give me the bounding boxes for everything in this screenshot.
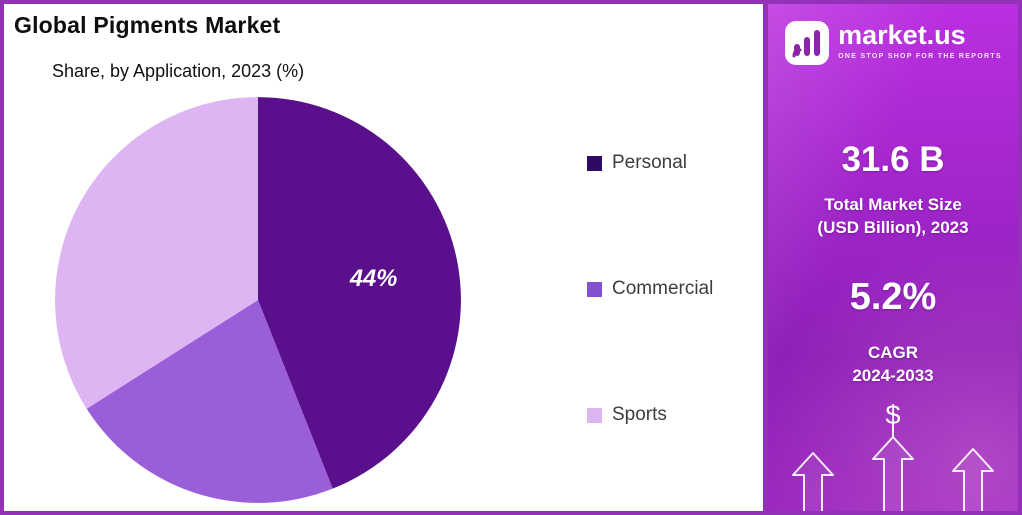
- pie-slice-commercial: [86, 300, 333, 503]
- pie-data-label: 44%: [349, 266, 397, 292]
- brand-name: market.us: [838, 20, 966, 50]
- brand-tagline: ONE STOP SHOP FOR THE REPORTS: [838, 53, 1002, 61]
- cagr-value: 5.2%: [849, 276, 937, 318]
- marketus-logo-icon: [785, 21, 830, 65]
- chart-title: Global Pigments Market: [14, 12, 281, 38]
- legend-label-personal: Personal: [612, 152, 687, 173]
- pie-chart: 44%: [55, 97, 461, 503]
- pie-slice-personal: [258, 97, 461, 489]
- chart-subtitle: Share, by Application, 2023 (%): [52, 61, 305, 81]
- legend-swatch-personal: [587, 155, 602, 171]
- promo-panel: market.us ONE STOP SHOP FOR THE REPORTS …: [768, 4, 1018, 511]
- brand-text: market.us ONE STOP SHOP FOR THE REPORTS: [838, 20, 1002, 60]
- legend-item-personal: Personal: [587, 152, 713, 174]
- legend-swatch-sports: [587, 407, 602, 423]
- dollar-icon: $: [885, 400, 901, 430]
- market-size-value: 31.6 B: [841, 140, 945, 179]
- growth-arrows-icon: [792, 423, 994, 511]
- chart-legend: Personal Commercial Sports: [587, 152, 713, 426]
- pie-slice-sports: [55, 97, 259, 409]
- legend-item-sports: Sports: [587, 404, 713, 426]
- legend-label-sports: Sports: [612, 404, 667, 425]
- legend-swatch-commercial: [587, 281, 602, 297]
- legend-label-commercial: Commercial: [612, 278, 714, 299]
- brand-logo: market.us ONE STOP SHOP FOR THE REPORTS: [768, 20, 1018, 66]
- cagr-label: CAGR 2024-2033: [852, 343, 934, 385]
- market-size-label: Total Market Size (USD Billion), 2023: [817, 195, 969, 237]
- legend-item-commercial: Commercial: [587, 278, 713, 300]
- chart-area: Global Pigments Market Share, by Applica…: [4, 4, 763, 511]
